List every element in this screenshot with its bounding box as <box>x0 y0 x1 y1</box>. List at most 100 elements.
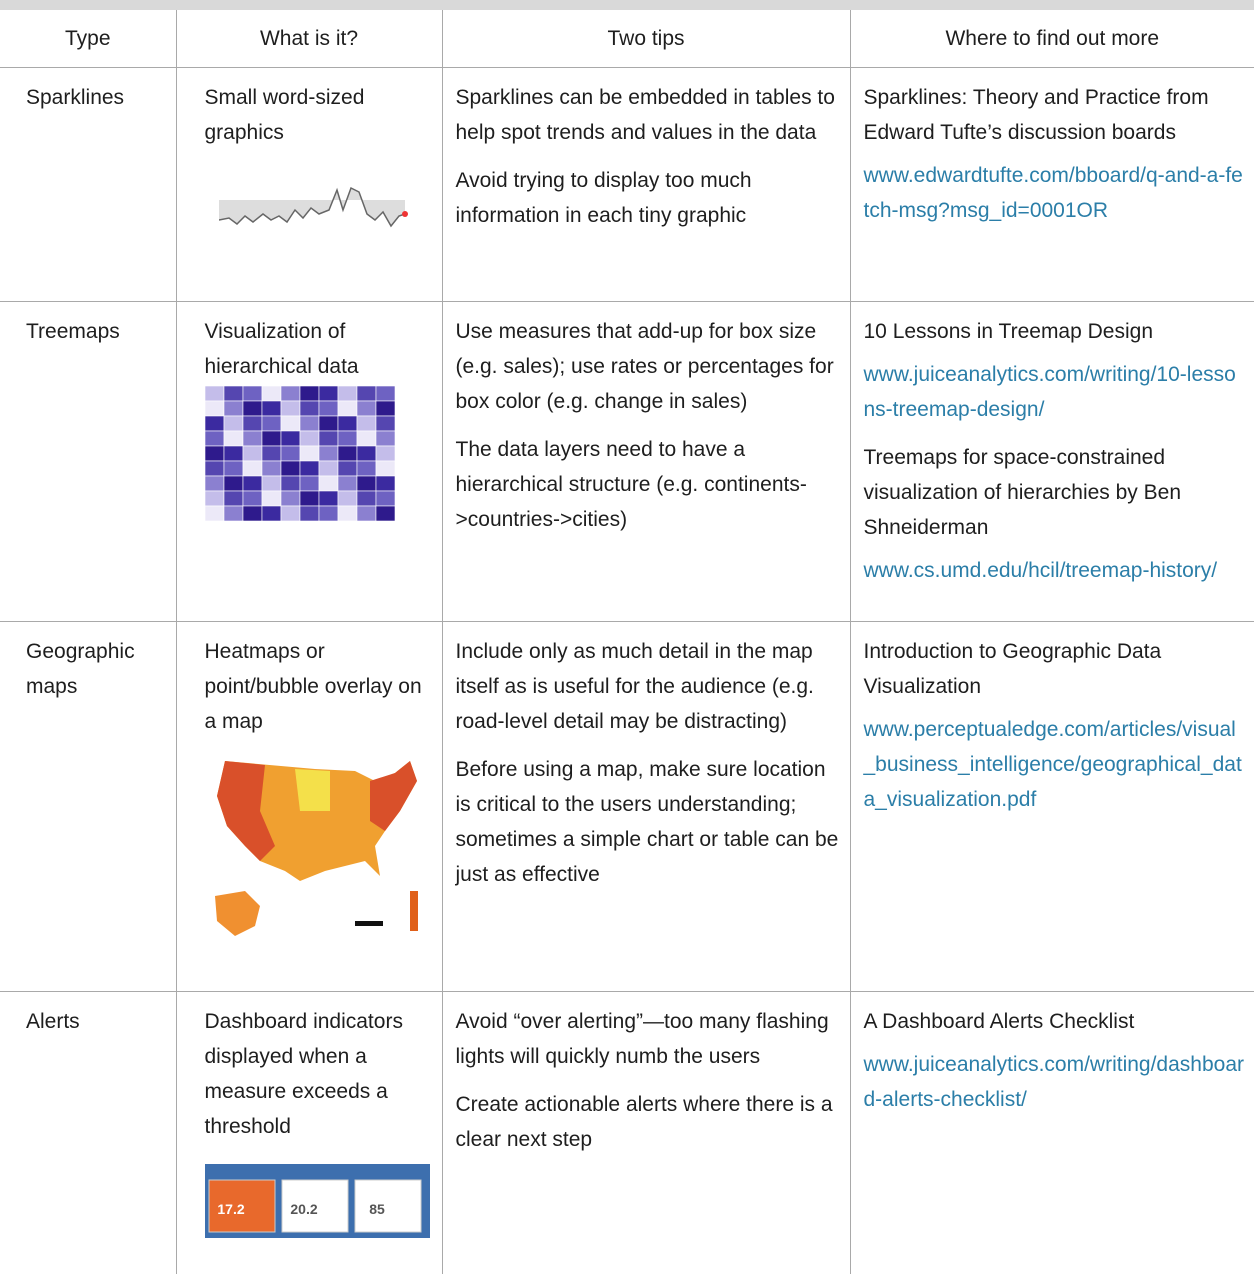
tip: Avoid trying to display too much informa… <box>455 169 752 227</box>
type-cell: Geographic maps <box>0 621 177 992</box>
treemap-cell <box>242 460 262 477</box>
row: Treemaps Visualization of hierarchical da… <box>0 301 1254 622</box>
treemap-cell <box>318 445 338 462</box>
type: Alerts <box>26 1010 80 1033</box>
treemap-cell <box>375 475 395 492</box>
treemap-cell <box>318 415 338 432</box>
treemap-cell <box>223 415 243 432</box>
treemap-cell <box>337 400 357 417</box>
map-west <box>216 761 275 861</box>
illustration <box>204 386 395 521</box>
header: Two tips <box>441 10 851 68</box>
treemap-cell <box>375 415 395 432</box>
treemap-cell <box>223 505 243 521</box>
treemap-cell <box>204 475 224 492</box>
treemap-cell <box>299 430 319 447</box>
treemap-cell <box>337 475 357 492</box>
tip: Use measures that add-up for box size (e… <box>455 320 834 413</box>
tip: Create actionable alerts where there is … <box>455 1093 833 1151</box>
spark-area <box>218 188 405 226</box>
what-cell: Visualization of hierarchical data <box>175 301 443 622</box>
map-scale <box>354 921 383 926</box>
resource-title: Treemaps for space-constrained visualiza… <box>863 446 1182 539</box>
treemap-cell <box>261 490 281 507</box>
what-cell: Dashboard indicators displayed when a me… <box>175 991 443 1274</box>
treemap-cell <box>261 505 281 521</box>
treemap-cell <box>280 430 300 447</box>
resource-link[interactable]: www.edwardtufte.com/bboard/q-and-a-fetch… <box>863 164 1243 222</box>
resource-title: 10 Lessons in Treemap Design <box>863 320 1154 343</box>
treemap-cell <box>242 386 262 402</box>
treemap-cell <box>375 445 395 462</box>
treemap-cell <box>204 490 224 507</box>
alert-value: 17.2 <box>217 1201 244 1217</box>
resource-link[interactable]: www.juiceanalytics.com/writing/dashboard… <box>863 1053 1245 1111</box>
tip: Sparklines can be embedded in tables to … <box>455 86 835 144</box>
illustration <box>214 761 418 936</box>
treemap-cell <box>318 475 338 492</box>
type-cell: Sparklines <box>0 67 177 302</box>
treemap-cell <box>242 415 262 432</box>
treemap-cell <box>242 490 262 507</box>
treemap-cell <box>299 490 319 507</box>
tip: Avoid “over alerting”—too many flashing … <box>455 1010 829 1068</box>
treemap-cell <box>261 415 281 432</box>
treemap-cell <box>242 475 262 492</box>
resource-link[interactable]: www.juiceanalytics.com/writing/10-lesson… <box>863 363 1236 421</box>
treemap-cell <box>261 475 281 492</box>
treemap-cell <box>337 415 357 432</box>
tip: The data layers need to have a hierarchi… <box>455 438 807 531</box>
treemap-cell <box>242 400 262 417</box>
table: Type What is it? Two tips Where to find … <box>0 10 1254 1274</box>
top-strip <box>0 0 1254 10</box>
tip: Before using a map, make sure location i… <box>455 758 839 886</box>
resource-link[interactable]: www.cs.umd.edu/hcil/treemap-history/ <box>863 559 1218 582</box>
treemap-cell <box>356 445 376 462</box>
type: Sparklines <box>26 86 125 109</box>
treemap-cell <box>299 400 319 417</box>
more-cell: 10 Lessons in Treemap Design www.juiceana… <box>849 301 1254 622</box>
what: Heatmaps or point/bubble overlay on a ma… <box>204 640 422 733</box>
treemap-cell <box>299 475 319 492</box>
treemap-cell <box>356 490 376 507</box>
row: Geographic maps Heatmaps or point/bubble … <box>0 621 1254 992</box>
treemap-cell <box>204 445 224 462</box>
treemap-cell <box>223 386 243 402</box>
treemap-cell <box>375 430 395 447</box>
alert-card <box>208 1179 275 1233</box>
alert-value: 20.2 <box>290 1201 317 1217</box>
treemap-cell <box>318 490 338 507</box>
more-cell: Introduction to Geographic Data Visualiz… <box>849 621 1254 992</box>
what-cell: Heatmaps or point/bubble overlay on a ma… <box>175 621 443 992</box>
treemap-cell <box>280 445 300 462</box>
treemap-cell <box>204 505 224 521</box>
treemap-cell <box>280 475 300 492</box>
tips-cell: Avoid “over alerting”—too many flashing … <box>441 991 851 1274</box>
treemap-cell <box>204 415 224 432</box>
treemap-cell <box>204 386 224 402</box>
tips-cell: Sparklines can be embedded in tables to … <box>441 67 851 302</box>
treemap-cell <box>223 400 243 417</box>
treemap-cell <box>299 505 319 521</box>
resource-link[interactable]: www.perceptualedge.com/articles/visual_b… <box>863 718 1242 811</box>
treemap-cell <box>375 400 395 417</box>
treemap-cell <box>318 505 338 521</box>
treemap-cell <box>299 460 319 477</box>
treemap-cell <box>242 445 262 462</box>
treemap-cell <box>356 505 376 521</box>
treemap-cell <box>223 460 243 477</box>
more-cell: A Dashboard Alerts Checklist www.juiceana… <box>849 991 1254 1274</box>
type-cell: Treemaps <box>0 301 177 622</box>
treemap-cell <box>337 505 357 521</box>
treemap-cell <box>356 386 376 402</box>
row: Alerts Dashboard indicators displayed whe… <box>0 991 1254 1274</box>
treemap-cell <box>261 445 281 462</box>
more-cell: Sparklines: Theory and Practice from Edw… <box>849 67 1254 302</box>
treemap-cell <box>337 445 357 462</box>
type: Treemaps <box>26 320 120 343</box>
map-center <box>294 769 330 811</box>
treemap-cell <box>299 415 319 432</box>
treemap-cell <box>280 400 300 417</box>
treemap-cell <box>375 490 395 507</box>
illustration: 17.2 20.2 85 <box>204 1164 430 1238</box>
